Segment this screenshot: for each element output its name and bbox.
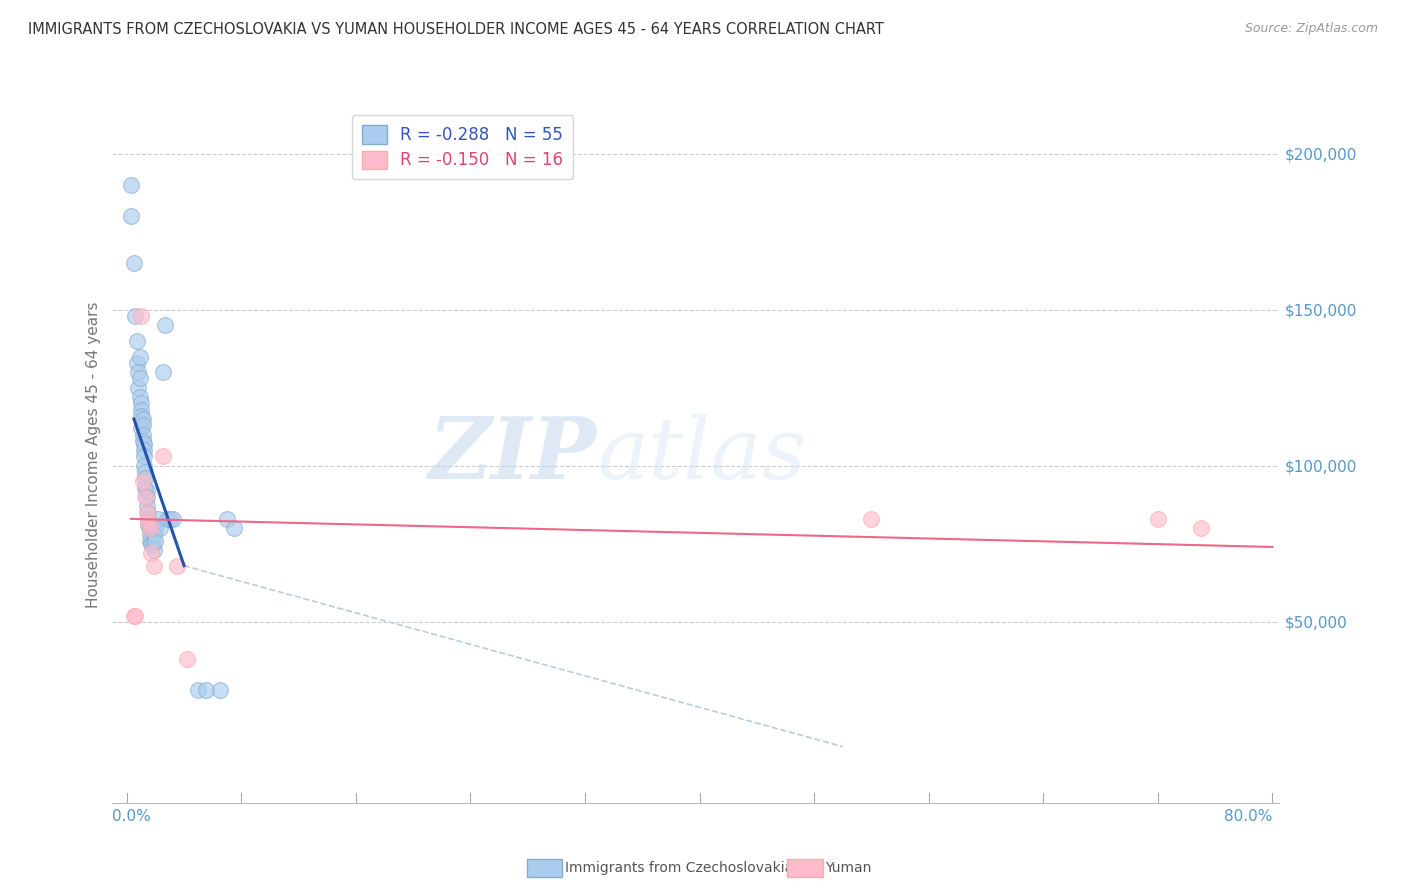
Point bbox=[138, 527, 160, 541]
Text: Immigrants from Czechoslovakia: Immigrants from Czechoslovakia bbox=[565, 861, 793, 875]
Point bbox=[136, 515, 159, 529]
Text: 80.0%: 80.0% bbox=[1225, 809, 1272, 824]
Point bbox=[139, 537, 162, 551]
Point bbox=[215, 512, 238, 526]
Point bbox=[1189, 521, 1212, 535]
Point bbox=[134, 471, 156, 485]
Point bbox=[120, 178, 142, 192]
Point bbox=[159, 512, 181, 526]
Point bbox=[129, 402, 152, 417]
Point bbox=[145, 533, 167, 548]
Point bbox=[134, 465, 156, 479]
Point bbox=[134, 481, 156, 495]
Point bbox=[1146, 512, 1168, 526]
Point bbox=[125, 334, 148, 348]
Point bbox=[124, 309, 146, 323]
Y-axis label: Householder Income Ages 45 - 64 years: Householder Income Ages 45 - 64 years bbox=[86, 301, 101, 608]
Point bbox=[142, 537, 165, 551]
Point bbox=[135, 483, 157, 498]
Point bbox=[139, 546, 162, 560]
Text: IMMIGRANTS FROM CZECHOSLOVAKIA VS YUMAN HOUSEHOLDER INCOME AGES 45 - 64 YEARS CO: IMMIGRANTS FROM CZECHOSLOVAKIA VS YUMAN … bbox=[28, 22, 884, 37]
Point bbox=[131, 475, 153, 489]
Point bbox=[129, 396, 152, 410]
Point bbox=[127, 365, 149, 379]
Point bbox=[131, 427, 153, 442]
Point bbox=[194, 683, 217, 698]
Point bbox=[135, 506, 157, 520]
Legend: R = -0.288   N = 55, R = -0.150   N = 16: R = -0.288 N = 55, R = -0.150 N = 16 bbox=[352, 115, 574, 179]
Point bbox=[120, 209, 142, 223]
Point bbox=[125, 356, 148, 370]
Point bbox=[162, 512, 184, 526]
Point bbox=[122, 256, 145, 270]
Point bbox=[143, 527, 166, 541]
Point bbox=[138, 521, 160, 535]
Point bbox=[136, 512, 159, 526]
Point bbox=[860, 512, 883, 526]
Point bbox=[149, 521, 172, 535]
Point bbox=[139, 521, 162, 535]
Point bbox=[129, 409, 152, 423]
Point bbox=[143, 543, 166, 558]
Point bbox=[135, 500, 157, 514]
Point bbox=[129, 309, 152, 323]
Point bbox=[132, 443, 155, 458]
Point bbox=[187, 683, 209, 698]
Point bbox=[138, 521, 160, 535]
Point bbox=[152, 365, 174, 379]
Point bbox=[176, 652, 198, 666]
Text: Yuman: Yuman bbox=[825, 861, 872, 875]
Point bbox=[134, 490, 156, 504]
Point bbox=[208, 683, 231, 698]
Point bbox=[152, 450, 174, 464]
Point bbox=[138, 533, 160, 548]
Point bbox=[148, 512, 170, 526]
Point bbox=[131, 434, 153, 448]
Text: 0.0%: 0.0% bbox=[112, 809, 152, 824]
Point bbox=[122, 608, 145, 623]
Point bbox=[143, 558, 166, 573]
Point bbox=[145, 521, 167, 535]
Point bbox=[166, 558, 188, 573]
Point bbox=[132, 437, 155, 451]
Point bbox=[156, 512, 179, 526]
Point bbox=[124, 608, 146, 623]
Point bbox=[127, 381, 149, 395]
Point bbox=[136, 518, 159, 533]
Point bbox=[136, 506, 159, 520]
Point bbox=[224, 521, 246, 535]
Point bbox=[131, 418, 153, 433]
Point bbox=[128, 390, 150, 404]
Point bbox=[129, 421, 152, 435]
Text: ZIP: ZIP bbox=[429, 413, 596, 497]
Text: atlas: atlas bbox=[596, 414, 806, 496]
Point bbox=[135, 490, 157, 504]
Point bbox=[132, 450, 155, 464]
Point bbox=[132, 458, 155, 473]
Point bbox=[142, 521, 165, 535]
Point bbox=[128, 371, 150, 385]
Text: Source: ZipAtlas.com: Source: ZipAtlas.com bbox=[1244, 22, 1378, 36]
Point bbox=[155, 318, 177, 333]
Point bbox=[131, 412, 153, 426]
Point bbox=[128, 350, 150, 364]
